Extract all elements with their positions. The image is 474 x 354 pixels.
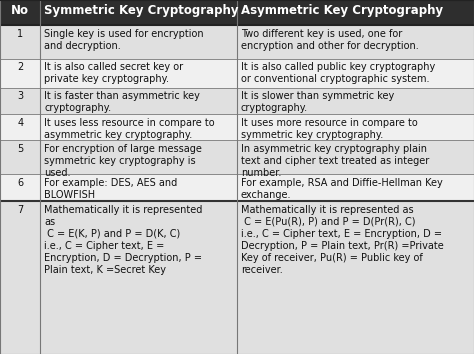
Text: 6: 6 — [17, 178, 23, 188]
Text: Asymmetric Key Cryptography: Asymmetric Key Cryptography — [241, 4, 443, 17]
Bar — [0, 140, 40, 174]
Text: It uses less resource in compare to
asymmetric key cryptography.: It uses less resource in compare to asym… — [44, 118, 215, 139]
Bar — [237, 114, 474, 140]
Text: It uses more resource in compare to
symmetric key cryptography.: It uses more resource in compare to symm… — [241, 118, 418, 139]
Bar — [40, 0, 237, 25]
Bar — [0, 25, 40, 59]
Bar — [237, 59, 474, 88]
Text: Two different key is used, one for
encryption and other for decryption.: Two different key is used, one for encry… — [241, 29, 419, 51]
Bar — [40, 59, 237, 88]
Bar — [0, 114, 40, 140]
Bar — [40, 114, 237, 140]
Text: Mathematically it is represented as
 C = E(Pu(R), P) and P = D(Pr(R), C)
i.e., C: Mathematically it is represented as C = … — [241, 205, 444, 275]
Text: For example: DES, AES and
BLOWFISH: For example: DES, AES and BLOWFISH — [44, 178, 177, 200]
Text: 5: 5 — [17, 144, 23, 154]
Text: For encryption of large message
symmetric key cryptography is
used.: For encryption of large message symmetri… — [44, 144, 202, 178]
Text: It is also called secret key or
private key cryptography.: It is also called secret key or private … — [44, 62, 183, 84]
Bar — [237, 0, 474, 25]
Bar — [40, 140, 237, 174]
Bar — [40, 174, 237, 201]
Text: Mathematically it is represented
as
 C = E(K, P) and P = D(K, C)
i.e., C = Ciphe: Mathematically it is represented as C = … — [44, 205, 202, 275]
Bar — [40, 88, 237, 114]
Bar — [237, 140, 474, 174]
Text: It is also called public key cryptography
or conventional cryptographic system.: It is also called public key cryptograph… — [241, 62, 435, 84]
Text: No: No — [11, 4, 29, 17]
Bar — [237, 88, 474, 114]
Text: It is faster than asymmetric key
cryptography.: It is faster than asymmetric key cryptog… — [44, 91, 200, 113]
Bar — [237, 25, 474, 59]
Text: For example, RSA and Diffie-Hellman Key
exchange.: For example, RSA and Diffie-Hellman Key … — [241, 178, 443, 200]
Text: In asymmetric key cryptography plain
text and cipher text treated as integer
num: In asymmetric key cryptography plain tex… — [241, 144, 429, 178]
Text: It is slower than symmetric key
cryptography.: It is slower than symmetric key cryptogr… — [241, 91, 394, 113]
Text: 7: 7 — [17, 205, 23, 215]
Text: 2: 2 — [17, 62, 23, 72]
Text: Single key is used for encryption
and decryption.: Single key is used for encryption and de… — [44, 29, 204, 51]
Bar — [40, 201, 237, 354]
Text: 1: 1 — [17, 29, 23, 39]
Bar — [0, 0, 40, 25]
Bar — [0, 174, 40, 201]
Bar — [237, 201, 474, 354]
Bar — [0, 201, 40, 354]
Text: Symmetric Key Cryptography: Symmetric Key Cryptography — [44, 4, 238, 17]
Bar — [0, 88, 40, 114]
Bar — [237, 174, 474, 201]
Bar — [40, 25, 237, 59]
Bar — [0, 59, 40, 88]
Text: 4: 4 — [17, 118, 23, 127]
Text: 3: 3 — [17, 91, 23, 101]
